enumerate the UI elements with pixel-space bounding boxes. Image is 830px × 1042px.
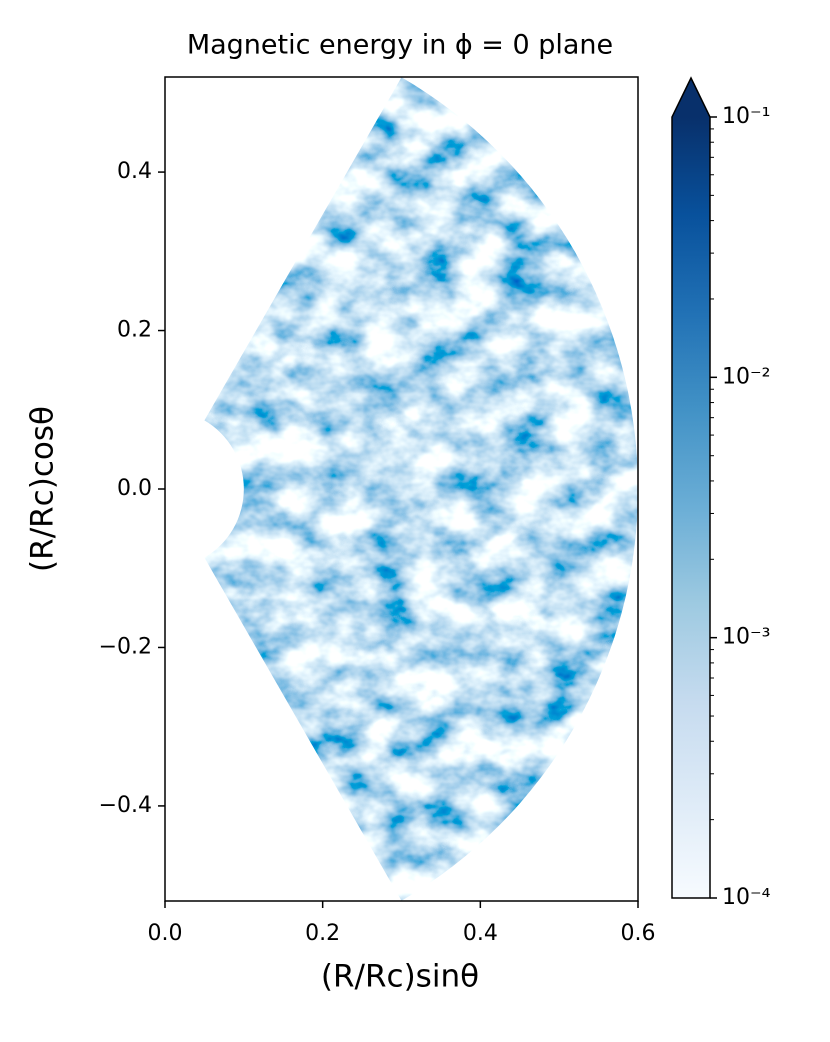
- y-tick-label: −0.2: [99, 634, 152, 659]
- y-tick-label: 0.2: [117, 318, 152, 343]
- y-tick-label: −0.4: [99, 793, 152, 818]
- x-tick-label: 0.4: [463, 921, 498, 946]
- y-tick-label: 0.0: [117, 476, 152, 501]
- y-axis-label: (R/Rc)cosθ: [25, 406, 61, 572]
- colorbar: [672, 117, 710, 898]
- field: [204, 77, 638, 901]
- colorbar-tick-label: 10⁻⁴: [722, 885, 771, 910]
- colorbar-extend: [672, 78, 710, 117]
- colorbar-tick-label: 10⁻²: [722, 364, 770, 389]
- colorbar-tick-label: 10⁻¹: [722, 104, 770, 129]
- x-tick-label: 0.6: [621, 921, 656, 946]
- x-axis-label: (R/Rc)sinθ: [321, 959, 479, 995]
- colorbar-outline: [671, 76, 711, 899]
- y-tick-label: 0.4: [117, 159, 152, 184]
- colorbar-tick-label: 10⁻³: [722, 625, 770, 650]
- chart-title: Magnetic energy in ϕ = 0 plane: [187, 30, 613, 61]
- field-texture: [204, 77, 638, 901]
- x-tick-label: 0.0: [148, 921, 183, 946]
- x-tick-label: 0.2: [305, 921, 340, 946]
